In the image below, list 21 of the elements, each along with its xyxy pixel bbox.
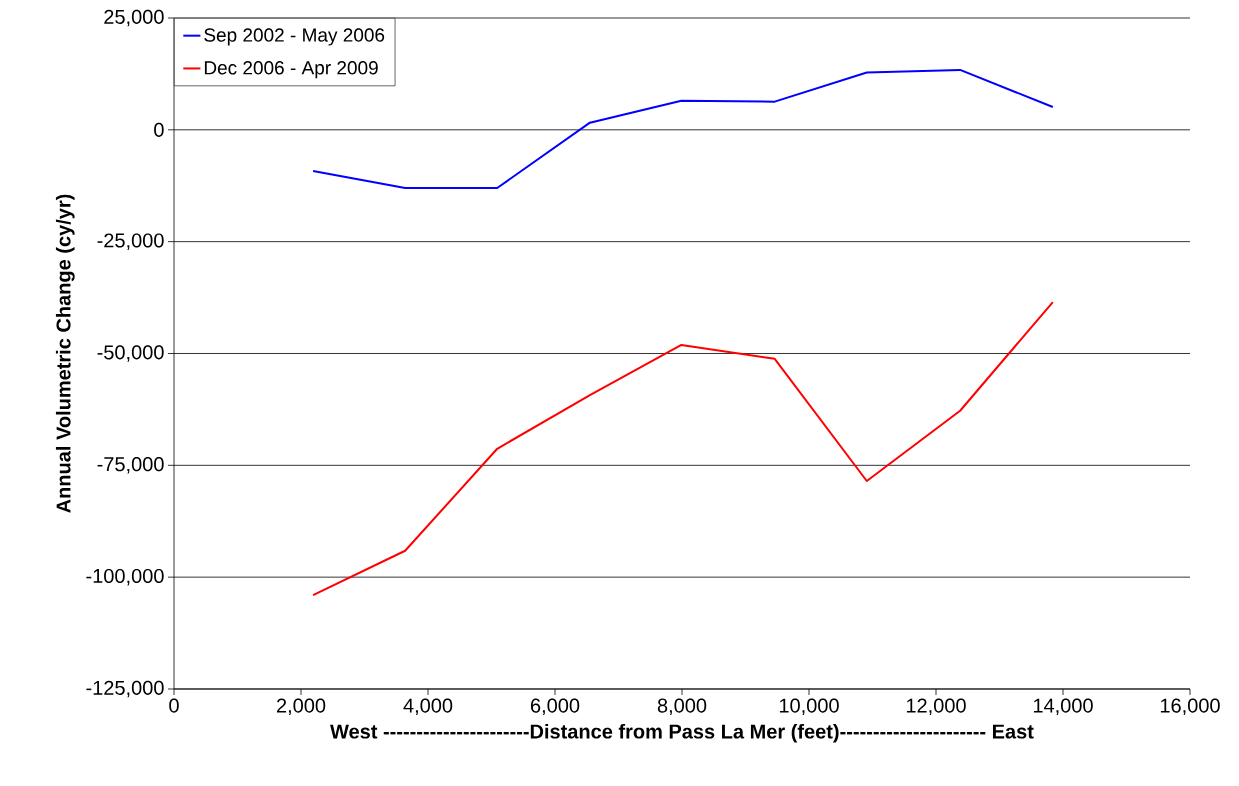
legend-label: Sep 2002 - May 2006 xyxy=(204,28,385,46)
y-tick-label: 25,000 xyxy=(104,9,164,27)
y-tick-label: -25,000 xyxy=(97,233,164,250)
x-tick-label: 6,000 xyxy=(531,698,580,716)
y-tick-label: -100,000 xyxy=(86,568,164,586)
x-axis-title: West ----------------------Distance from Pass La Mer (feet)---------------------- East xyxy=(330,723,1034,743)
x-tick-label: 16,000 xyxy=(1160,698,1220,716)
y-axis-title: Annual Volumetric Change (cy/yr) xyxy=(55,194,75,513)
x-tick-label: 0 xyxy=(169,698,179,713)
y-tick-label: -50,000 xyxy=(97,345,164,362)
y-tick-label: -75,000 xyxy=(97,457,164,474)
line-series xyxy=(312,301,1054,597)
x-tick-label: 10,000 xyxy=(779,698,839,716)
legend-label: Dec 2006 - Apr 2009 xyxy=(204,61,378,79)
x-tick-label: 12,000 xyxy=(906,698,966,716)
x-tick-label: 2,000 xyxy=(276,698,326,716)
y-tick-label: -125,000 xyxy=(86,680,164,698)
x-tick-label: 14,000 xyxy=(1033,698,1093,716)
y-tick-label: 0 xyxy=(154,122,164,137)
x-tick-label: 4,000 xyxy=(403,698,453,716)
x-tick-label: 8,000 xyxy=(657,698,707,716)
